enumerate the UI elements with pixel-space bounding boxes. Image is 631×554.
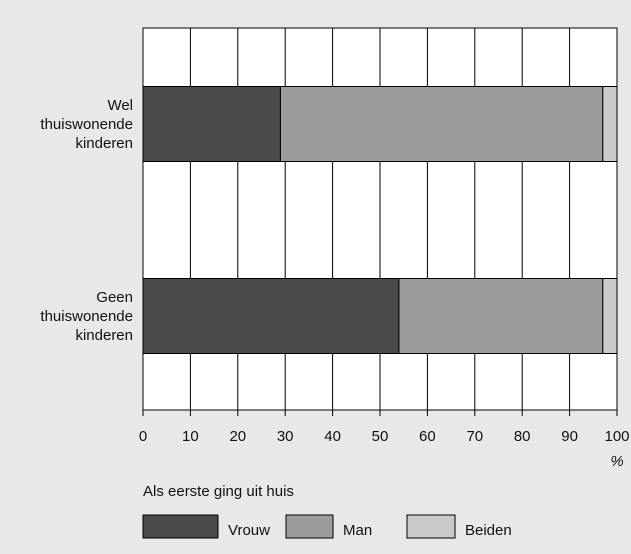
bar-segment — [142, 86, 281, 162]
bar-segment — [602, 86, 618, 162]
legend-swatch — [142, 514, 219, 539]
x-tick-label: 20 — [229, 428, 246, 445]
legend-label: Man — [343, 522, 372, 539]
bar-segment — [142, 278, 400, 354]
x-tick-label: 50 — [372, 428, 389, 445]
legend-title: Als eerste ging uit huis — [143, 483, 294, 500]
x-tick-label: 100 — [604, 428, 629, 445]
x-tick-label: 10 — [182, 428, 199, 445]
x-tick-label: 60 — [419, 428, 436, 445]
x-unit: % — [610, 453, 623, 470]
x-tick-label: 0 — [139, 428, 147, 445]
category-label: Geen thuiswonende kinderen — [40, 288, 133, 344]
legend-swatch — [285, 514, 334, 539]
category-label: Wel thuiswonende kinderen — [40, 96, 133, 152]
bar-segment — [398, 278, 604, 354]
bar-segment — [602, 278, 618, 354]
legend-swatch — [406, 514, 456, 539]
legend-label: Vrouw — [228, 522, 270, 539]
legend-label: Beiden — [465, 522, 512, 539]
x-tick-label: 90 — [561, 428, 578, 445]
x-tick-label: 40 — [324, 428, 341, 445]
x-tick-label: 80 — [514, 428, 531, 445]
x-tick-label: 30 — [277, 428, 294, 445]
bar-segment — [279, 86, 604, 162]
x-tick-label: 70 — [466, 428, 483, 445]
